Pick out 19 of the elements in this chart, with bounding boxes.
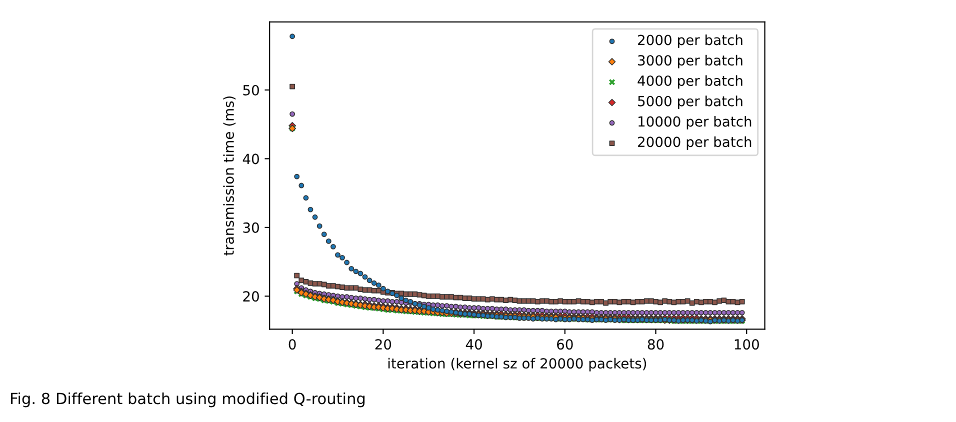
y-tick-label: 40 xyxy=(242,154,259,164)
legend-label: 20000 per batch xyxy=(638,136,752,150)
caption: Fig. 8 Different batch using modified Q-routing xyxy=(11,392,365,408)
x-tick-label: 60 xyxy=(557,339,573,350)
x-tick-label: 20 xyxy=(375,339,392,350)
legend-label: 4000 per batch xyxy=(638,75,742,89)
x-tick-label: 0 xyxy=(288,339,296,350)
x-tick-label: 80 xyxy=(648,339,664,350)
y-tick-label: 30 xyxy=(243,222,259,233)
y-tick-label: 20 xyxy=(243,291,259,302)
y-axis-title: transmission time (ms) xyxy=(223,96,236,256)
x-axis-title: iteration (kernel sz of 20000 packets) xyxy=(388,358,646,372)
legend-label: 10000 per batch xyxy=(638,116,752,130)
legend-label: 5000 per batch xyxy=(638,96,742,110)
legend-label: 3000 per batch xyxy=(638,54,742,68)
x-tick-label: 100 xyxy=(734,339,759,350)
x-tick-label: 40 xyxy=(466,339,482,350)
legend-label: 2000 per batch xyxy=(638,34,742,48)
y-tick-label: 50 xyxy=(243,84,259,96)
